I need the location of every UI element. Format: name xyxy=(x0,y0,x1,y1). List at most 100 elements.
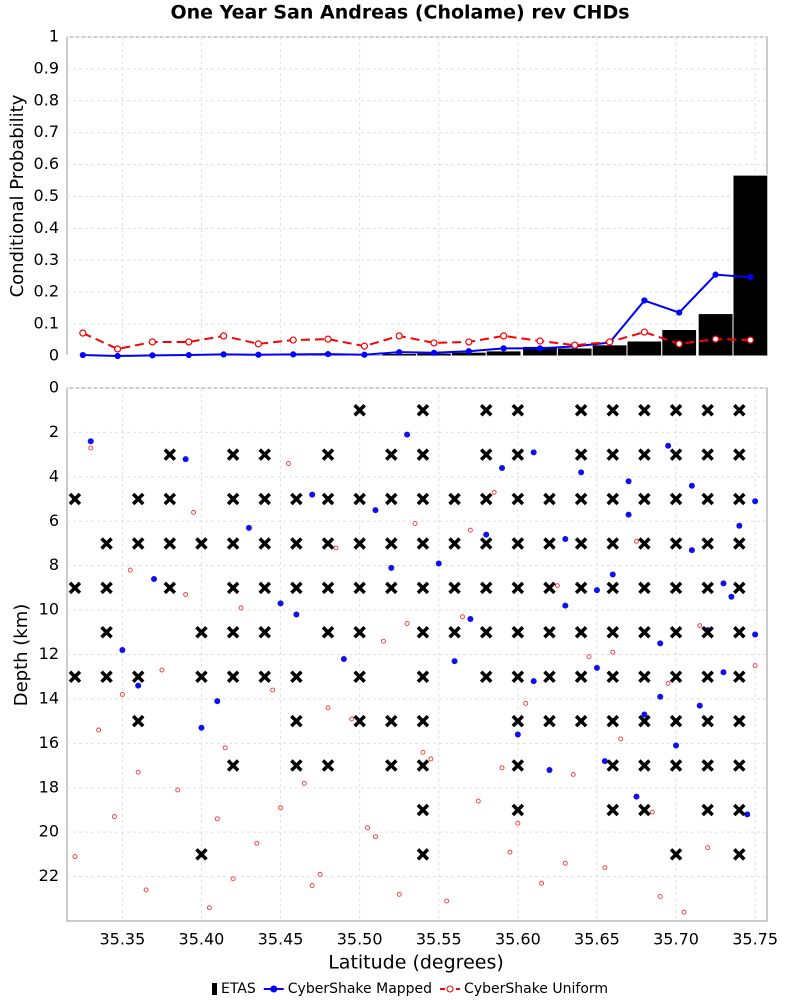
grid: 00.10.20.30.40.50.60.70.80.9102468101214… xyxy=(34,27,778,949)
x-marker xyxy=(258,626,271,639)
y-tick-label: 0.6 xyxy=(34,154,59,173)
x-marker xyxy=(100,537,113,550)
x-marker xyxy=(733,626,746,639)
point xyxy=(720,669,727,676)
point xyxy=(514,731,521,738)
x-marker xyxy=(416,670,430,683)
x-marker xyxy=(543,670,556,683)
point xyxy=(245,524,252,531)
point xyxy=(87,438,94,445)
x-marker xyxy=(353,537,366,550)
point xyxy=(175,787,181,793)
x-marker xyxy=(100,581,113,595)
x-marker xyxy=(511,448,525,461)
point xyxy=(214,698,221,705)
x-marker xyxy=(353,670,366,683)
point xyxy=(430,339,438,347)
point xyxy=(570,771,576,777)
x-marker xyxy=(701,714,714,728)
point xyxy=(601,758,608,765)
point xyxy=(182,456,189,463)
point xyxy=(475,798,481,804)
x-marker xyxy=(669,848,683,861)
point xyxy=(491,489,497,495)
y-tick-label: 0.2 xyxy=(34,282,59,301)
point xyxy=(625,478,632,485)
point xyxy=(278,805,284,811)
y-tick-label: 16 xyxy=(39,733,59,752)
x-marker xyxy=(511,403,525,417)
point xyxy=(198,724,205,731)
point xyxy=(277,600,284,607)
x-marker xyxy=(258,670,271,683)
point xyxy=(255,351,262,358)
point xyxy=(72,854,78,860)
x-marker xyxy=(606,448,620,461)
x-marker xyxy=(511,803,525,817)
point xyxy=(151,575,158,582)
x-marker xyxy=(638,759,651,772)
point xyxy=(420,749,426,755)
point xyxy=(185,338,193,346)
x-marker xyxy=(701,581,714,595)
point xyxy=(625,511,632,518)
x-marker xyxy=(511,581,525,595)
x-marker xyxy=(733,581,746,595)
x-marker xyxy=(733,848,746,861)
x-marker xyxy=(385,759,398,772)
x-marker xyxy=(606,714,620,728)
point xyxy=(688,547,695,554)
point xyxy=(149,352,156,359)
x-marker xyxy=(733,759,746,772)
point xyxy=(500,332,508,340)
x-marker xyxy=(574,626,588,639)
x-marker xyxy=(321,759,335,772)
y-tick-label: 0.8 xyxy=(34,90,59,109)
point xyxy=(586,654,592,660)
point xyxy=(404,431,411,438)
point xyxy=(191,509,197,515)
point xyxy=(465,338,473,346)
x-marker xyxy=(574,403,588,417)
legend-label: CyberShake Uniform xyxy=(464,981,608,997)
y-tick-label: 4 xyxy=(49,466,59,485)
y-tick-label: 2 xyxy=(49,422,59,441)
point xyxy=(451,658,458,665)
x-marker xyxy=(68,581,82,595)
x-marker xyxy=(733,670,746,683)
x-marker xyxy=(290,759,303,772)
x-marker xyxy=(669,537,683,550)
x-marker xyxy=(479,403,493,417)
y-tick-label: 20 xyxy=(39,822,59,841)
x-marker xyxy=(290,492,303,506)
point xyxy=(554,583,560,589)
point xyxy=(720,580,727,587)
chart-title: One Year San Andreas (Cholame) rev CHDs xyxy=(170,2,629,24)
x-tick-label: 35.55 xyxy=(416,930,462,949)
point xyxy=(465,348,472,355)
x-marker xyxy=(131,537,145,550)
point xyxy=(293,611,300,618)
x-marker xyxy=(163,537,177,550)
point xyxy=(127,567,133,573)
point xyxy=(711,335,720,343)
y-tick-label: 0.9 xyxy=(34,58,59,77)
x-marker xyxy=(416,714,430,728)
legend-label: ETAS xyxy=(221,981,256,997)
x-marker xyxy=(574,448,588,461)
point xyxy=(747,274,754,281)
y-tick-label: 8 xyxy=(49,555,59,574)
x-tick-label: 35.75 xyxy=(732,930,778,949)
point xyxy=(610,649,616,655)
point xyxy=(633,793,640,800)
point xyxy=(712,271,719,278)
x-marker xyxy=(416,581,430,595)
point xyxy=(562,602,569,609)
x-marker xyxy=(543,492,556,506)
x-marker xyxy=(606,803,620,817)
point xyxy=(396,349,403,356)
point xyxy=(530,449,537,456)
x-marker xyxy=(669,403,683,417)
x-marker xyxy=(416,537,430,550)
marks xyxy=(64,174,769,915)
